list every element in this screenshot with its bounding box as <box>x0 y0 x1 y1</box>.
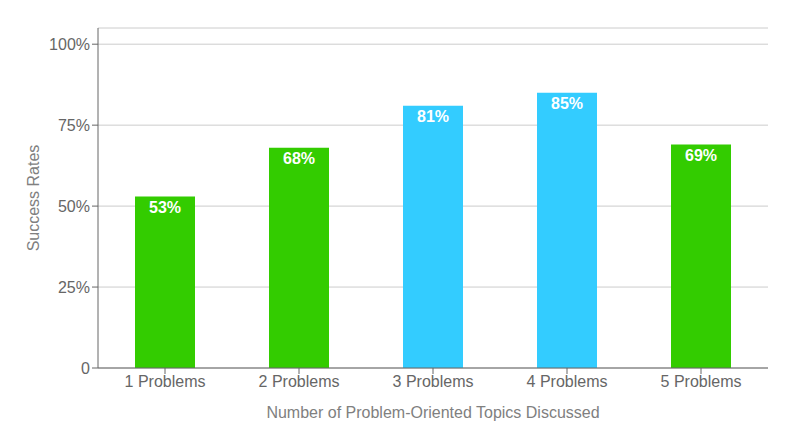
svg-text:1 Problems: 1 Problems <box>125 373 206 390</box>
svg-text:81%: 81% <box>417 108 449 125</box>
svg-text:5 Problems: 5 Problems <box>661 373 742 390</box>
svg-text:2 Problems: 2 Problems <box>259 373 340 390</box>
svg-text:25%: 25% <box>58 279 90 296</box>
svg-text:Number of Problem-Oriented Top: Number of Problem-Oriented Topics Discus… <box>266 404 599 421</box>
svg-text:68%: 68% <box>283 150 315 167</box>
svg-text:69%: 69% <box>685 147 717 164</box>
svg-text:50%: 50% <box>58 198 90 215</box>
svg-text:0: 0 <box>81 360 90 377</box>
svg-text:85%: 85% <box>551 95 583 112</box>
svg-text:3 Problems: 3 Problems <box>393 373 474 390</box>
svg-text:53%: 53% <box>149 199 181 216</box>
svg-text:100%: 100% <box>49 36 90 53</box>
svg-text:Success Rates: Success Rates <box>25 145 42 252</box>
svg-text:75%: 75% <box>58 117 90 134</box>
svg-text:4 Problems: 4 Problems <box>527 373 608 390</box>
